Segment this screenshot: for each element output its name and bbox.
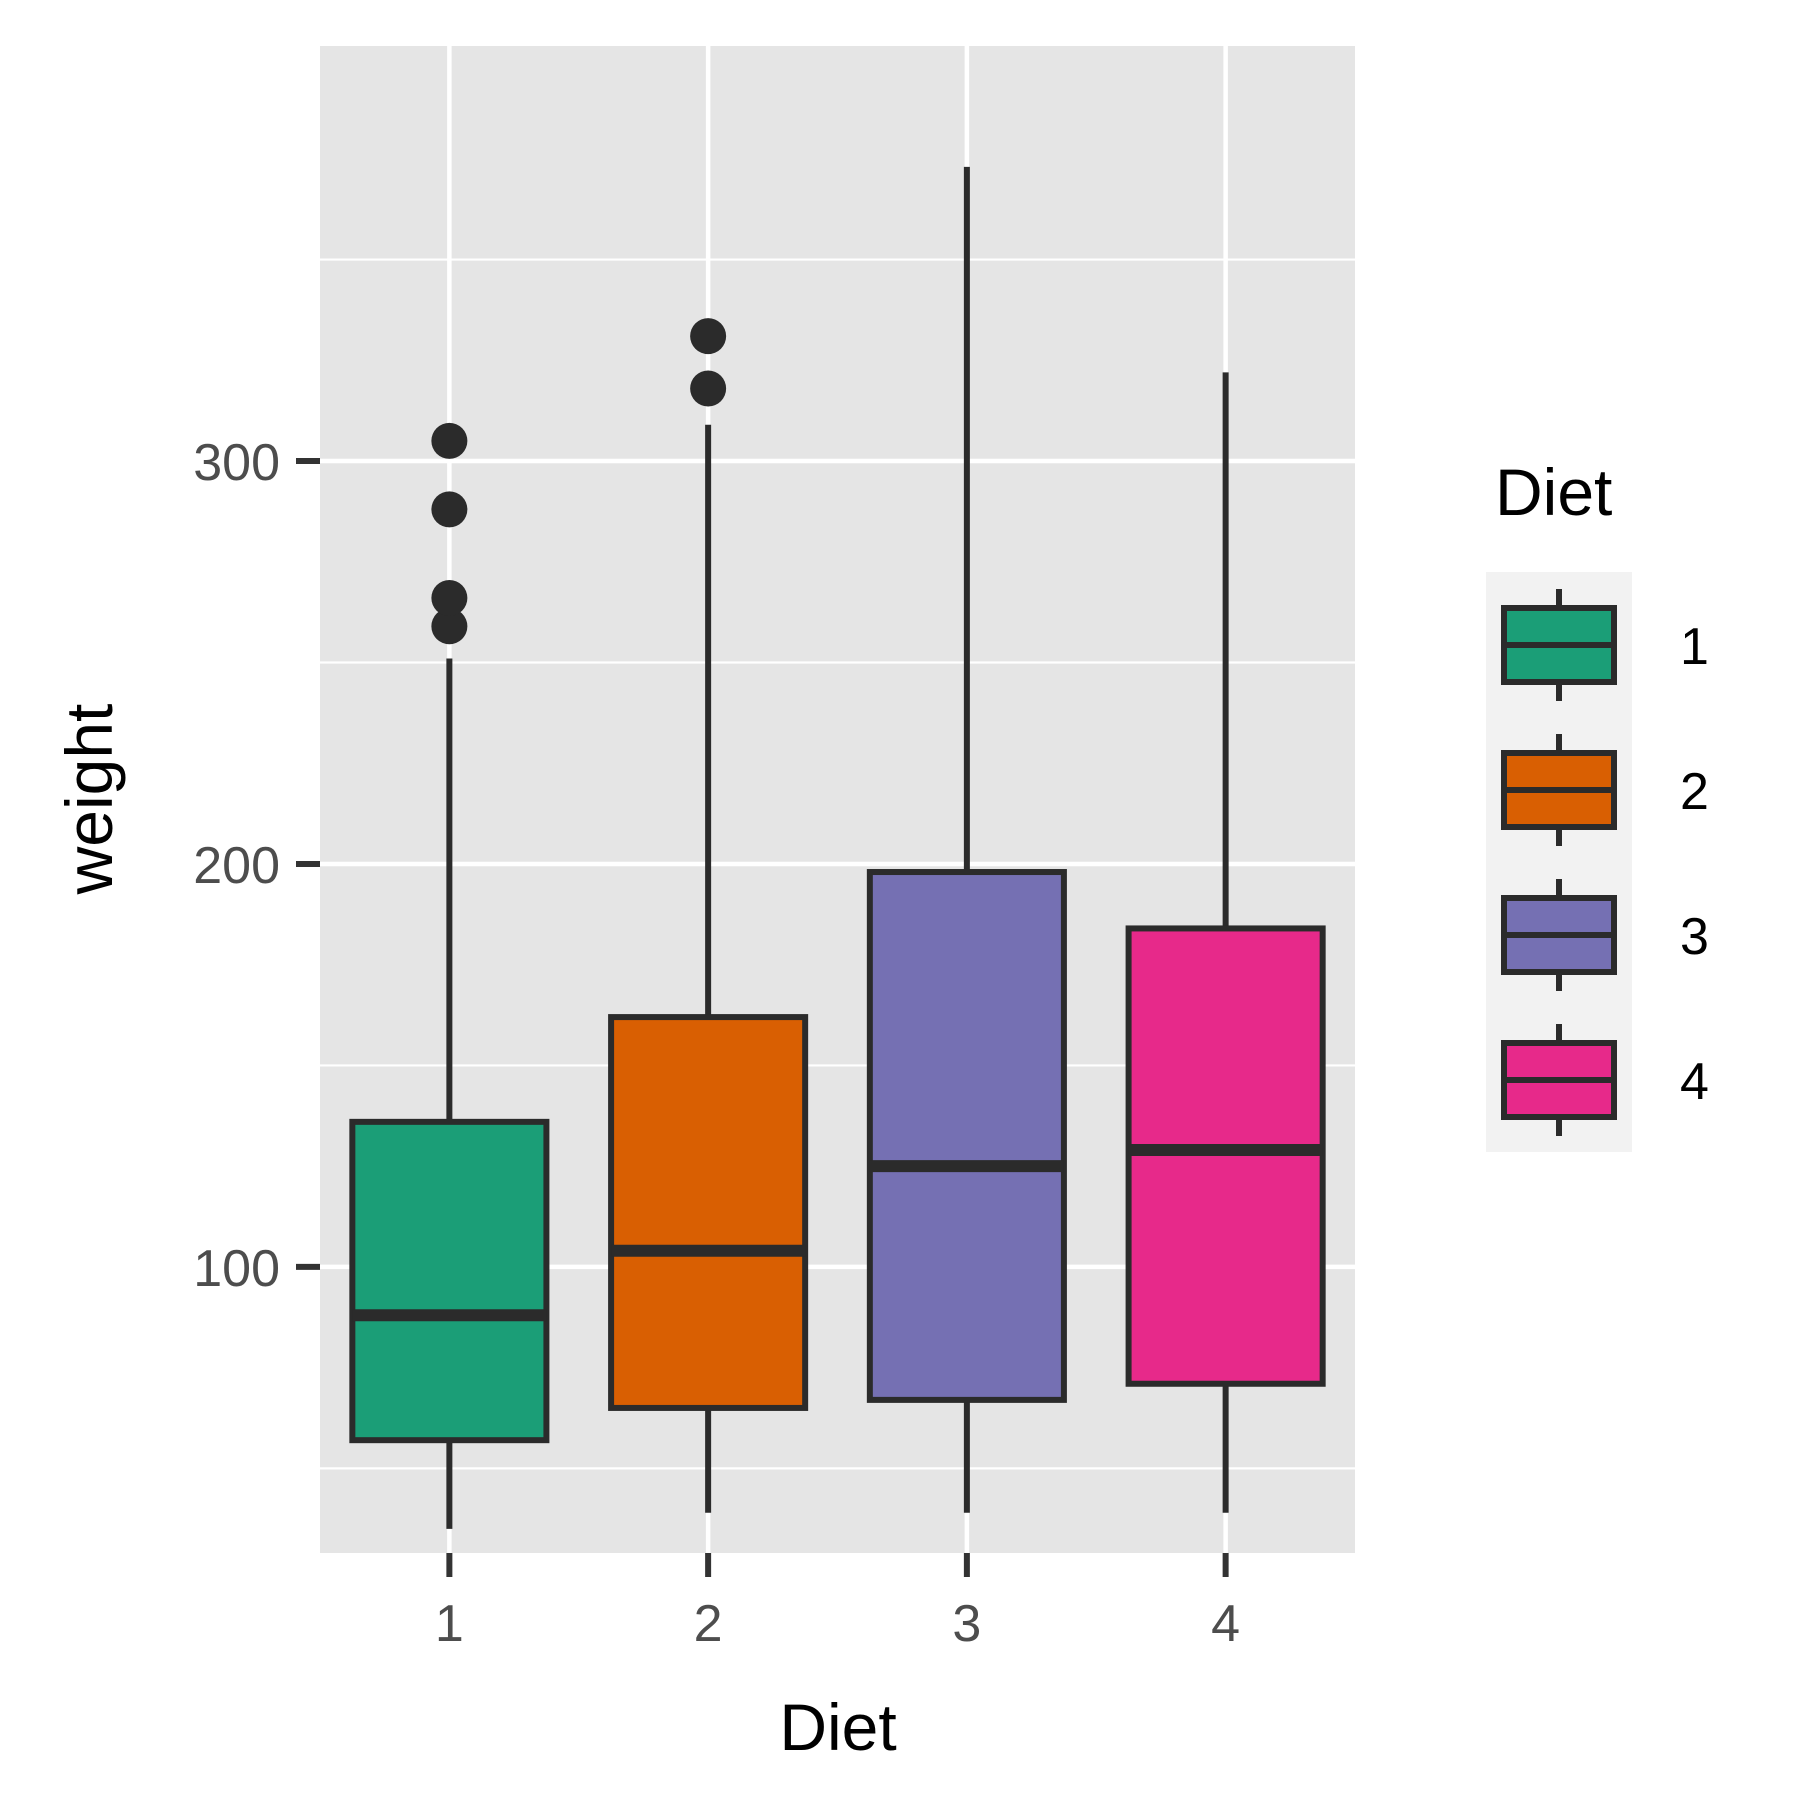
x-tick-label: 4 bbox=[1211, 1595, 1240, 1653]
outlier-point bbox=[690, 318, 727, 355]
legend-label: 3 bbox=[1680, 908, 1709, 966]
legend-item-4: 4 bbox=[1501, 1024, 1709, 1136]
iqr-box bbox=[1125, 925, 1326, 1387]
y-tick-label: 300 bbox=[193, 434, 280, 492]
x-tick-label: 3 bbox=[952, 1595, 981, 1653]
outlier-point bbox=[431, 580, 468, 617]
legend-item-3: 3 bbox=[1501, 879, 1709, 991]
box-diet-4 bbox=[1125, 372, 1326, 1513]
x-tick-label: 2 bbox=[694, 1595, 723, 1653]
iqr-box bbox=[866, 869, 1067, 1403]
x-axis-title: Diet bbox=[779, 1690, 896, 1764]
legend-item-2: 2 bbox=[1501, 734, 1709, 846]
axes: 100 200 300 1 2 3 4 bbox=[193, 434, 1240, 1653]
y-tick-label: 100 bbox=[193, 1240, 280, 1298]
iqr-box bbox=[349, 1118, 550, 1444]
legend-title: Diet bbox=[1495, 455, 1612, 529]
legend: Diet 1 2 3 4 bbox=[1486, 455, 1709, 1152]
y-axis-title: weight bbox=[52, 704, 126, 896]
legend-label: 2 bbox=[1680, 763, 1709, 821]
outlier-point bbox=[431, 491, 468, 528]
legend-label: 1 bbox=[1680, 618, 1709, 676]
legend-label: 4 bbox=[1680, 1053, 1709, 1111]
boxes bbox=[349, 166, 1326, 1529]
box-diet-1 bbox=[349, 422, 550, 1529]
box-diet-2 bbox=[608, 318, 809, 1513]
legend-item-1: 1 bbox=[1501, 589, 1709, 701]
y-tick-label: 200 bbox=[193, 837, 280, 895]
outlier-point bbox=[431, 608, 468, 645]
box-diet-3 bbox=[866, 166, 1067, 1513]
outlier-point bbox=[690, 370, 727, 407]
iqr-box bbox=[608, 1014, 809, 1411]
outlier-point bbox=[431, 422, 468, 459]
x-tick-label: 1 bbox=[435, 1595, 464, 1653]
